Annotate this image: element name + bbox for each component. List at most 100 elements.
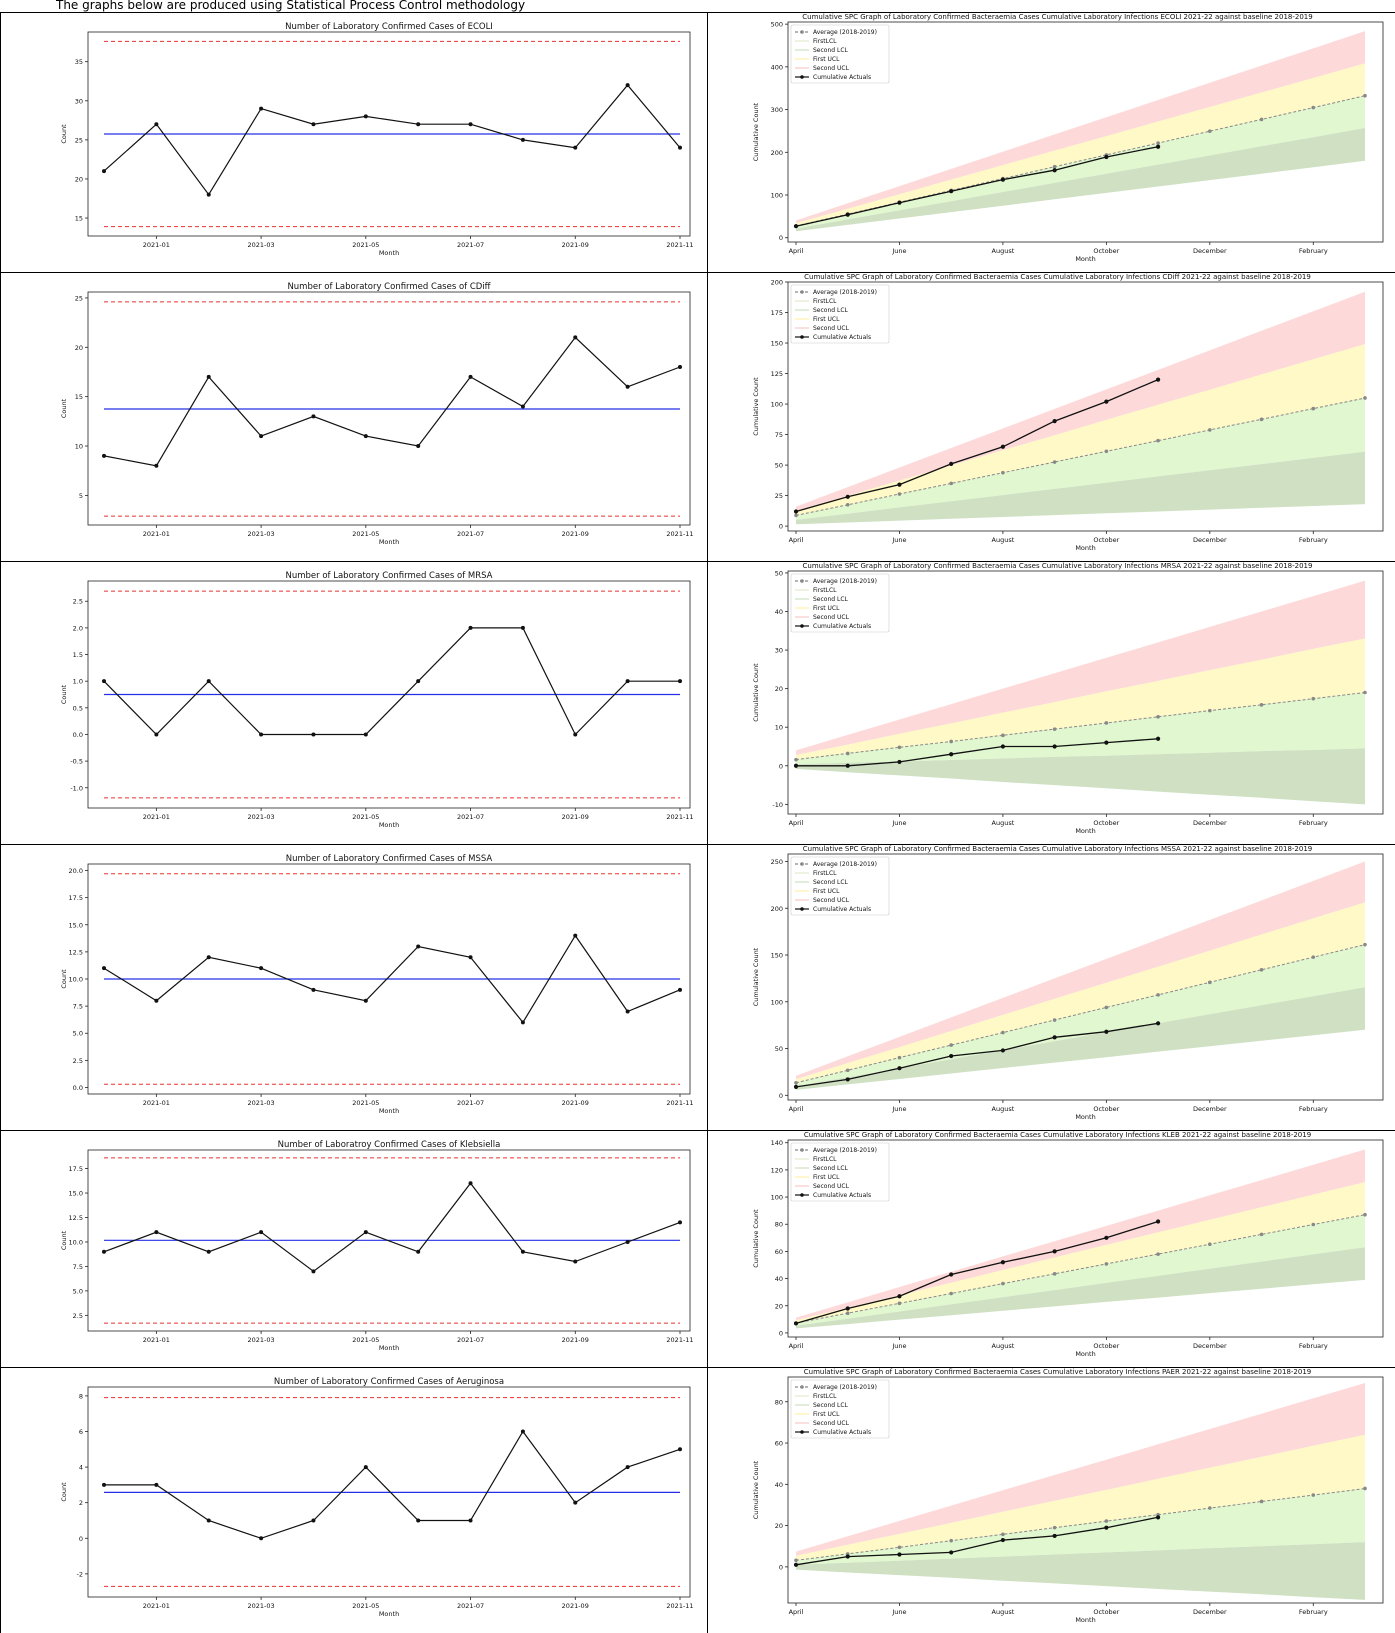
average-point [1259,1232,1264,1237]
spc-chart: Number of Laboratory Confirmed Cases of … [60,1377,694,1618]
average-point [845,1068,850,1073]
average-point [949,739,953,744]
count-point [573,732,578,737]
average-point [845,502,850,507]
count-point [520,404,525,409]
x-tick-label: 2021-07 [457,1336,484,1344]
count-point [416,1249,421,1254]
band-upper-red [796,1149,1365,1321]
cumulative-actual-point [1000,1537,1006,1543]
count-point [520,625,525,630]
y-axis-label: Count [60,398,68,418]
y-tick-label: 50 [775,462,783,470]
legend-label: Second LCL [813,1165,849,1172]
x-axis-label: Month [1075,1616,1095,1624]
legend-label: Cumulative Actuals [813,74,871,81]
band-upper-yellow [796,63,1365,226]
y-tick-label: 10.0 [69,1238,83,1246]
count-point [678,987,682,992]
x-tick-label: 2021-11 [666,1099,693,1107]
count-point [416,1518,421,1523]
legend-box [790,1379,890,1439]
legend-label: Cumulative Actuals [813,1429,871,1436]
y-tick-label: 0 [779,1563,783,1571]
y-tick-label: 5 [79,492,83,500]
count-point [468,625,473,630]
average-point [1001,1532,1005,1537]
legend-label: First UCL [813,888,840,895]
cumulative-chart: Cumulative SPC Graph of Laboratory Confi… [752,845,1384,1121]
x-tick-label: 2021-07 [457,813,484,821]
legend-label: FirstLCL [813,38,837,45]
x-tick-label: 2021-03 [248,813,275,821]
count-point [154,1230,159,1235]
cumulative-actual-point [897,1552,902,1557]
plot-frame [787,1139,1384,1338]
x-tick-label: 2021-07 [457,1099,484,1107]
chart-title: Number of Laboratory Confirmed Cases of … [287,282,491,292]
y-axis-label: Count [60,684,68,704]
average-point [1311,406,1316,411]
cumulative-actual-point [949,189,954,194]
count-point [259,732,264,737]
y-tick-label: -10 [772,801,783,809]
x-tick-label: April [789,247,804,255]
legend-marker [800,907,804,911]
plot-frame [87,580,691,809]
x-axis-label: Month [379,821,399,829]
count-point [468,1518,473,1523]
y-axis-label: Cumulative Count [752,663,760,722]
spc-chart: Number of Laboratroy Confirmed Cases of … [60,1140,694,1352]
legend-label: Average (2018-2019) [813,861,877,868]
cumulative-actual-point [793,763,799,768]
count-point [416,944,421,949]
count-point [678,365,682,370]
legend-label: Average (2018-2019) [813,1147,877,1154]
y-axis-label: Cumulative Count [752,947,760,1006]
average-point [1156,438,1160,443]
legend-marker [800,75,804,79]
cumulative-actual-point [1052,744,1057,749]
cumulative-actual-point [845,1554,850,1559]
chart-title: Cumulative SPC Graph of Laboratory Confi… [804,1368,1312,1376]
average-point [897,1301,902,1306]
x-tick-label: 2021-03 [248,241,275,249]
cumulative-actual-point [1104,154,1109,160]
cumulative-actual-point [1052,1533,1057,1539]
legend-box [790,24,890,84]
x-tick-label: 2021-07 [457,1602,484,1610]
cumulative-chart-cell: Cumulative SPC Graph of Laboratory Confi… [708,1367,1395,1633]
average-line [795,692,1366,761]
y-tick-label: 80 [775,1398,783,1406]
average-point [1259,1499,1264,1504]
cumulative-chart: Cumulative SPC Graph of Laboratory Confi… [752,1131,1384,1358]
legend-marker [800,624,804,628]
legend-label: Cumulative Actuals [813,1192,871,1199]
cumulative-actual-point [949,461,954,466]
legend-label: Second UCL [813,65,850,72]
plot-frame [87,1386,691,1598]
y-tick-label: 75 [775,431,783,439]
count-point [311,414,316,419]
cumulative-actual-point [1104,1525,1109,1530]
cumulative-actual-point [793,224,799,229]
legend-label: First UCL [813,1174,840,1181]
average-point [1311,955,1316,959]
y-tick-label: 15.0 [69,1190,83,1198]
y-tick-label: -2 [77,1570,83,1578]
y-tick-label: 125 [771,370,783,378]
x-axis-label: Month [379,1610,399,1618]
x-tick-label: 2021-05 [352,530,379,538]
x-tick-label: June [891,536,906,544]
x-tick-label: 2021-05 [352,241,379,249]
y-tick-label: 0 [779,234,783,242]
legend-label: Cumulative Actuals [813,623,871,630]
x-tick-label: February [1299,536,1328,544]
grid-divider [0,561,1395,562]
count-point [206,955,211,960]
y-tick-label: 200 [771,279,783,287]
chart-title: Cumulative SPC Graph of Laboratory Confi… [802,13,1312,21]
average-point [1001,470,1005,475]
legend-label: FirstLCL [813,870,837,877]
count-point [520,1429,525,1434]
